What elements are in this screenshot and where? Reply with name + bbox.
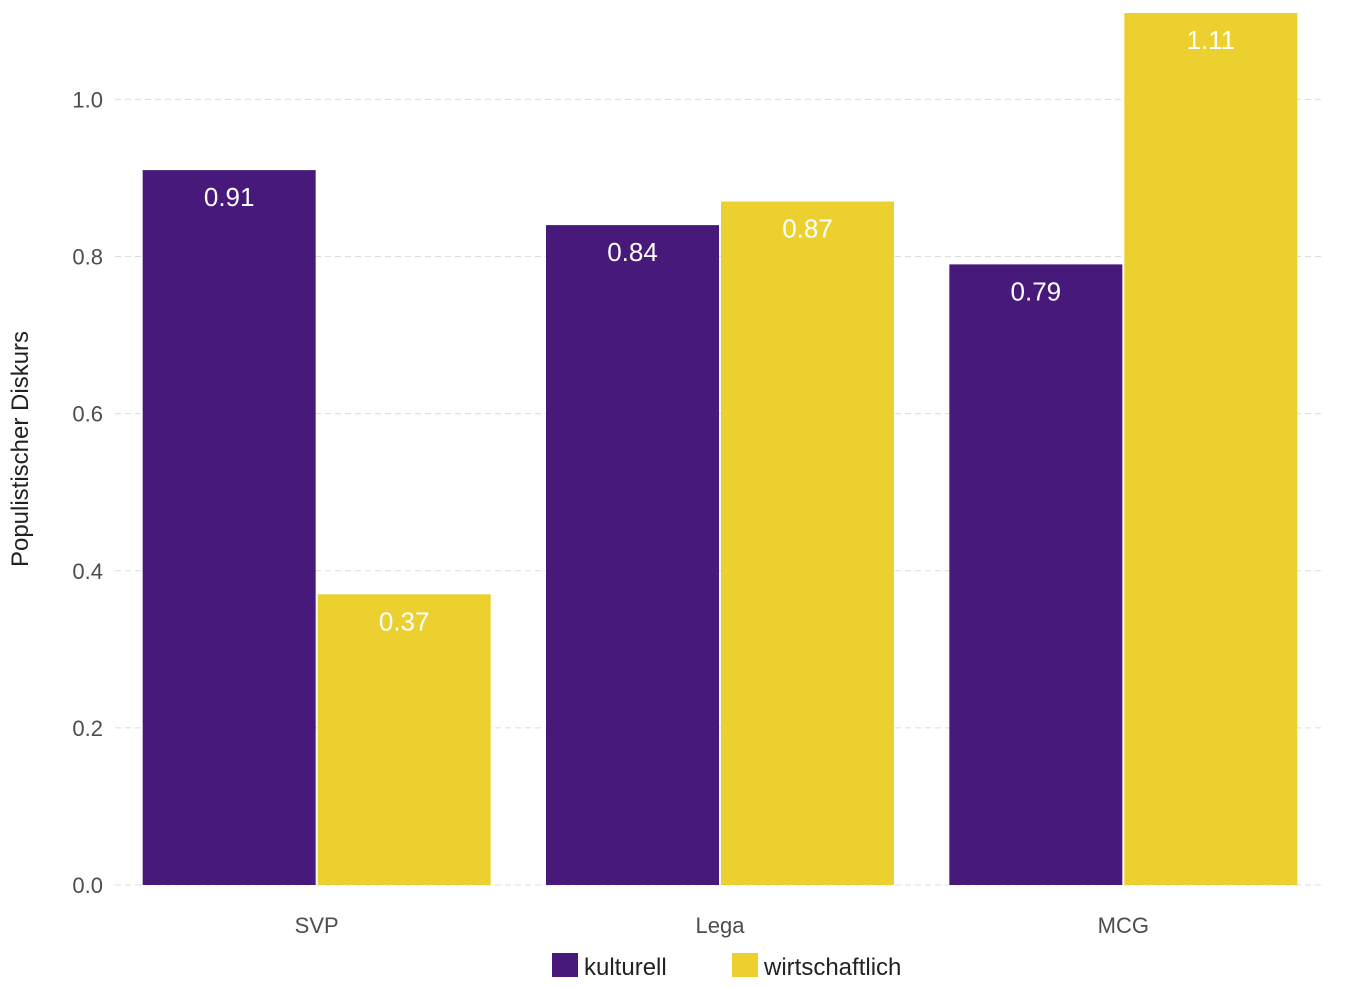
y-axis-ticks: 0.0 0.2 0.4 0.6 0.8 1.0: [72, 87, 103, 898]
y-tick-label: 0.4: [72, 559, 103, 584]
y-tick-label: 0.8: [72, 245, 103, 270]
x-tick-label: Lega: [696, 913, 746, 938]
y-tick-label: 0.0: [72, 873, 103, 898]
legend-swatch-wirtschaftlich: [732, 953, 758, 977]
legend-label-wirtschaftlich: wirtschaftlich: [763, 954, 901, 981]
y-tick-label: 1.0: [72, 87, 103, 112]
bar-wirtschaftlich-MCG: [1124, 13, 1298, 885]
x-axis-ticks: SVP Lega MCG: [295, 913, 1149, 938]
legend: kulturell wirtschaftlich: [552, 953, 901, 981]
x-tick-label: MCG: [1098, 913, 1149, 938]
bar-kulturell-MCG: [949, 264, 1123, 885]
bar-value-label: 0.79: [1011, 276, 1062, 306]
bar-wirtschaftlich-SVP: [317, 594, 491, 885]
bar-value-label: 0.91: [204, 182, 255, 212]
bar-kulturell-Lega: [546, 225, 719, 886]
bar-value-label: 0.37: [379, 606, 430, 636]
y-axis-title: Populistischer Diskurs: [7, 331, 34, 567]
bars: [142, 13, 1298, 886]
bar-value-label: 0.87: [782, 214, 833, 244]
bar-wirtschaftlich-Lega: [721, 201, 894, 886]
bar-kulturell-SVP: [142, 170, 316, 885]
bar-value-label: 1.11: [1186, 25, 1235, 55]
bar-value-labels: 0.91 0.37 0.84 0.87 0.79 1.11: [204, 25, 1235, 636]
bar-value-label: 0.84: [607, 237, 658, 267]
y-tick-label: 0.2: [72, 716, 103, 741]
legend-swatch-kulturell: [552, 953, 578, 977]
x-tick-label: SVP: [295, 913, 339, 938]
gridlines: [115, 98, 1325, 886]
y-tick-label: 0.6: [72, 402, 103, 427]
legend-label-kulturell: kulturell: [584, 954, 667, 981]
